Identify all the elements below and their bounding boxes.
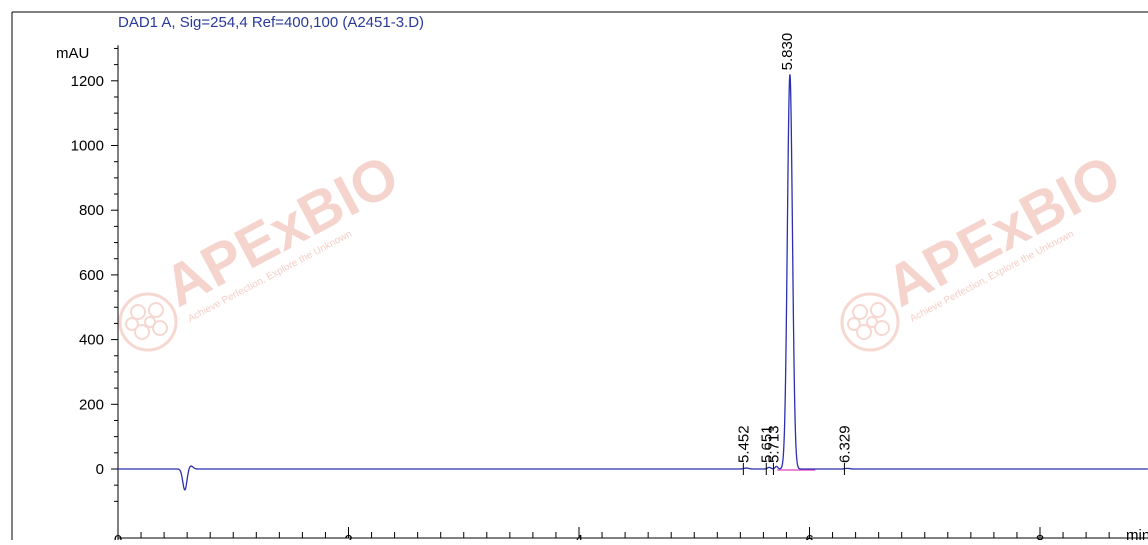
x-tick-label: 6 [805,532,813,540]
chart-title: DAD1 A, Sig=254,4 Ref=400,100 (A2451-3.D… [118,14,424,31]
y-tick-label: 0 [96,461,104,478]
y-axis-label: mAU [56,45,89,62]
y-tick-label: 600 [79,267,104,284]
peak-label: 5.452 [735,425,752,463]
x-tick-label: 4 [575,532,583,540]
watermark-brand: APExBIO [876,143,1131,320]
peak-label: 6.329 [836,425,853,463]
peak-label: 5.830 [779,33,796,71]
y-tick-label: 1000 [71,138,104,155]
y-tick-label: 400 [79,332,104,349]
y-tick-label: 200 [79,396,104,413]
peak-label: 5.713 [765,425,782,463]
watermark-right: APExBIO Achieve Perfection, Explore the … [840,143,1131,352]
chromatogram-trace [118,74,1148,491]
y-tick-label: 1200 [71,73,104,90]
y-tick-label: 800 [79,202,104,219]
x-axis-label: min [1126,527,1148,540]
peak-label: 5.651 [758,425,775,463]
watermark-left: APExBIO Achieve Perfection, Explore the … [118,143,409,352]
x-tick-label: 0 [114,532,122,540]
watermark-logo-icon [118,292,178,352]
x-tick-label: 2 [344,532,352,540]
axes: 0 200 400 600 800 1000 1200 0 2 4 6 8 [71,45,1148,545]
watermark-logo-icon [840,292,900,352]
x-tick-label: 8 [1036,532,1044,540]
watermark-brand: APExBIO [154,143,409,320]
